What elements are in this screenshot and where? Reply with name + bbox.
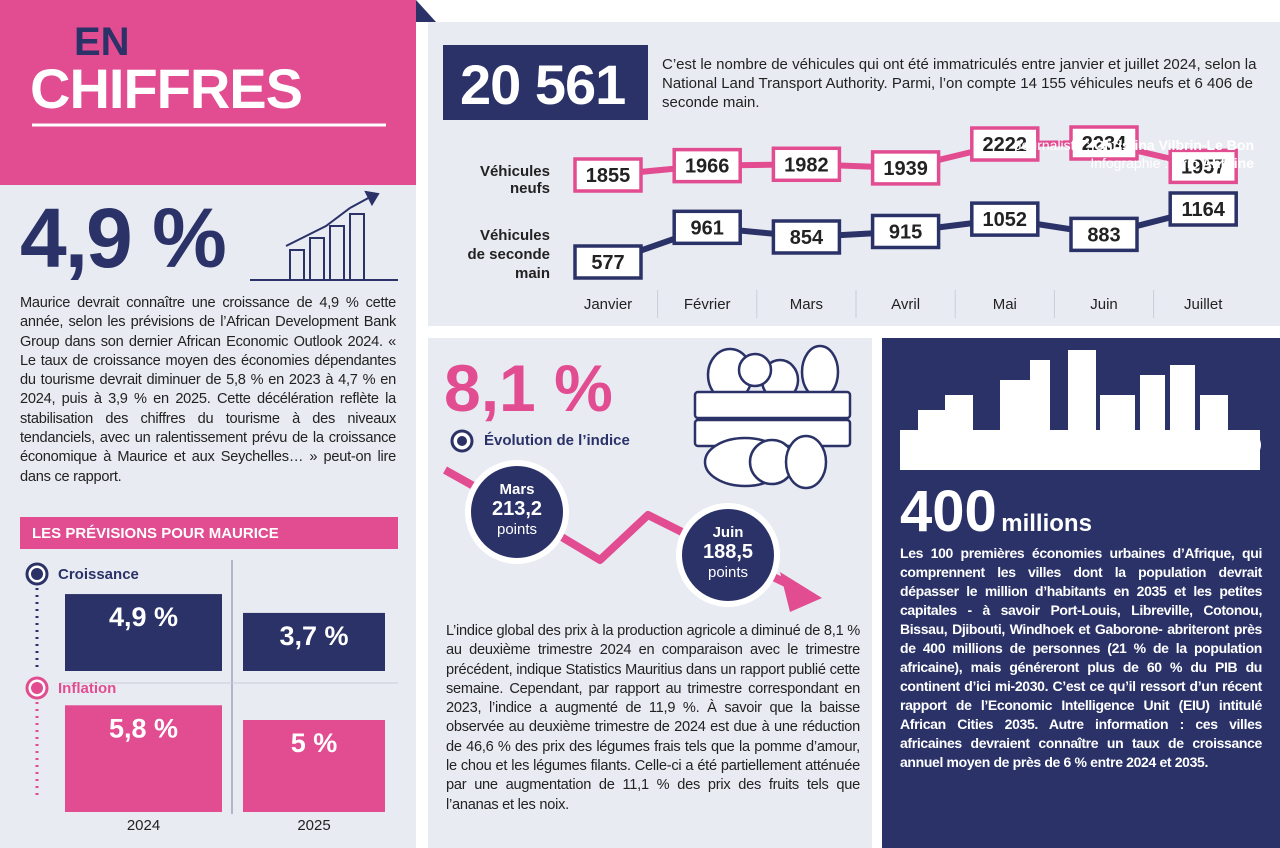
x-tick-label: 2024: [127, 817, 160, 834]
cities-figure: 400 millions: [900, 478, 1092, 545]
value-box: [870, 213, 941, 250]
growth-text: Maurice devrait connaître une croissance…: [20, 295, 396, 485]
skyline-icon: [900, 350, 1261, 470]
cities-text: Les 100 premières économies urbaines d’A…: [900, 545, 1262, 770]
legend-label: Inflation: [58, 680, 116, 697]
index-subtitle: Évolution de l’indice: [484, 432, 630, 449]
value-box: [970, 126, 1040, 162]
title: CHIFFRES: [30, 57, 303, 120]
value-label: 961: [691, 217, 724, 239]
value-label: 1957: [1181, 156, 1226, 178]
value-box: [1168, 191, 1238, 227]
x-tick-label: Avril: [891, 296, 920, 313]
x-tick-label: Janvier: [584, 296, 632, 313]
value-label: 1982: [784, 154, 829, 176]
value-box: [771, 219, 842, 255]
x-tick-label: Mai: [993, 296, 1017, 313]
series-label: Véhicules neufs: [480, 163, 550, 197]
credits: Journaliste : Christina Vilbrin-Le Bon I…: [1015, 136, 1254, 172]
value-label: 2222: [983, 134, 1028, 156]
corner: [416, 0, 436, 22]
figure: 400: [900, 479, 997, 544]
value-box: [771, 146, 842, 183]
point-value: 213,2: [491, 498, 543, 520]
point-month: Juin: [712, 524, 744, 541]
value-label: 1939: [883, 158, 928, 180]
value-label: 577: [591, 252, 624, 274]
value-box: [870, 150, 941, 186]
x-tick-label: Juillet: [1184, 296, 1223, 313]
value-label: 2234: [1082, 133, 1127, 155]
legend-marker: [31, 568, 43, 580]
value-label: 915: [889, 221, 922, 243]
x-tick-label: Juin: [1090, 296, 1118, 313]
bar: [65, 705, 222, 812]
charts: Véhicules neufs 1855 1966 1982 1939 2222 2234 19…: [25, 125, 1238, 834]
index-point: Mars 213,2 points: [467, 481, 567, 538]
value-box: [573, 244, 643, 280]
label: Journaliste :: [1014, 137, 1091, 153]
value-box: [672, 209, 742, 246]
name: Christina Vilbrin-Le Bon: [1094, 137, 1254, 153]
forecast-title: LES PRÉVISIONS POUR MAURICE: [32, 525, 279, 542]
arrow-head: [780, 572, 822, 612]
index-point: Juin 188,5 points: [678, 524, 778, 581]
legend-marker: [31, 682, 43, 694]
growth-figure: 4,9 %: [20, 191, 227, 285]
x-tick-label: Février: [684, 296, 731, 313]
point-unit: points: [496, 521, 538, 538]
legend-label: Croissance: [58, 566, 139, 583]
value-box: [970, 201, 1040, 237]
value-label: 1966: [685, 156, 730, 178]
vehicles-text: C’est le nombre de véhicules qui ont été…: [662, 56, 1257, 111]
point-circle: [471, 466, 563, 558]
point-value: 188,5: [702, 541, 754, 563]
value-box: [573, 157, 643, 193]
series-label: Véhicules de seconde main: [467, 227, 550, 282]
value-label: 1164: [1182, 199, 1226, 221]
title: EN: [74, 20, 130, 64]
value-label: 1855: [586, 165, 631, 187]
bar: [243, 612, 385, 671]
vegetables-icon: [693, 344, 852, 490]
point-month: Mars: [499, 481, 535, 498]
value-box: [1069, 125, 1139, 161]
value-label: 5 %: [291, 728, 338, 758]
index-figure: 8,1 %: [444, 351, 613, 425]
value-label: 854: [790, 227, 824, 249]
value-label: 3,7 %: [279, 621, 348, 651]
value-label: 883: [1087, 224, 1120, 246]
value-label: 1052: [983, 209, 1028, 231]
index-text: L’indice global des prix à la production…: [446, 623, 860, 813]
value-label: 4,9 %: [109, 602, 178, 632]
value-box: [1069, 216, 1139, 253]
label: Infographie :: [1090, 155, 1169, 171]
vehicles-figure: 20 561: [460, 53, 626, 116]
header-box: [0, 0, 416, 185]
value-label: 5,8 %: [109, 713, 178, 743]
bar: [65, 594, 222, 671]
name: Eric Antoine: [1172, 155, 1254, 171]
bullet: [457, 436, 467, 446]
forecast-title-bar: [20, 517, 398, 549]
x-tick-label: Mars: [790, 296, 823, 313]
point-circle: [682, 509, 774, 601]
value-box: [1168, 148, 1238, 185]
figure-unit: millions: [1001, 510, 1092, 537]
value-box: [672, 147, 742, 184]
x-tick-label: 2025: [297, 817, 330, 834]
point-unit: points: [707, 564, 749, 581]
figure-box: [443, 45, 648, 120]
bar: [243, 720, 385, 812]
growth-icon: [250, 190, 398, 281]
